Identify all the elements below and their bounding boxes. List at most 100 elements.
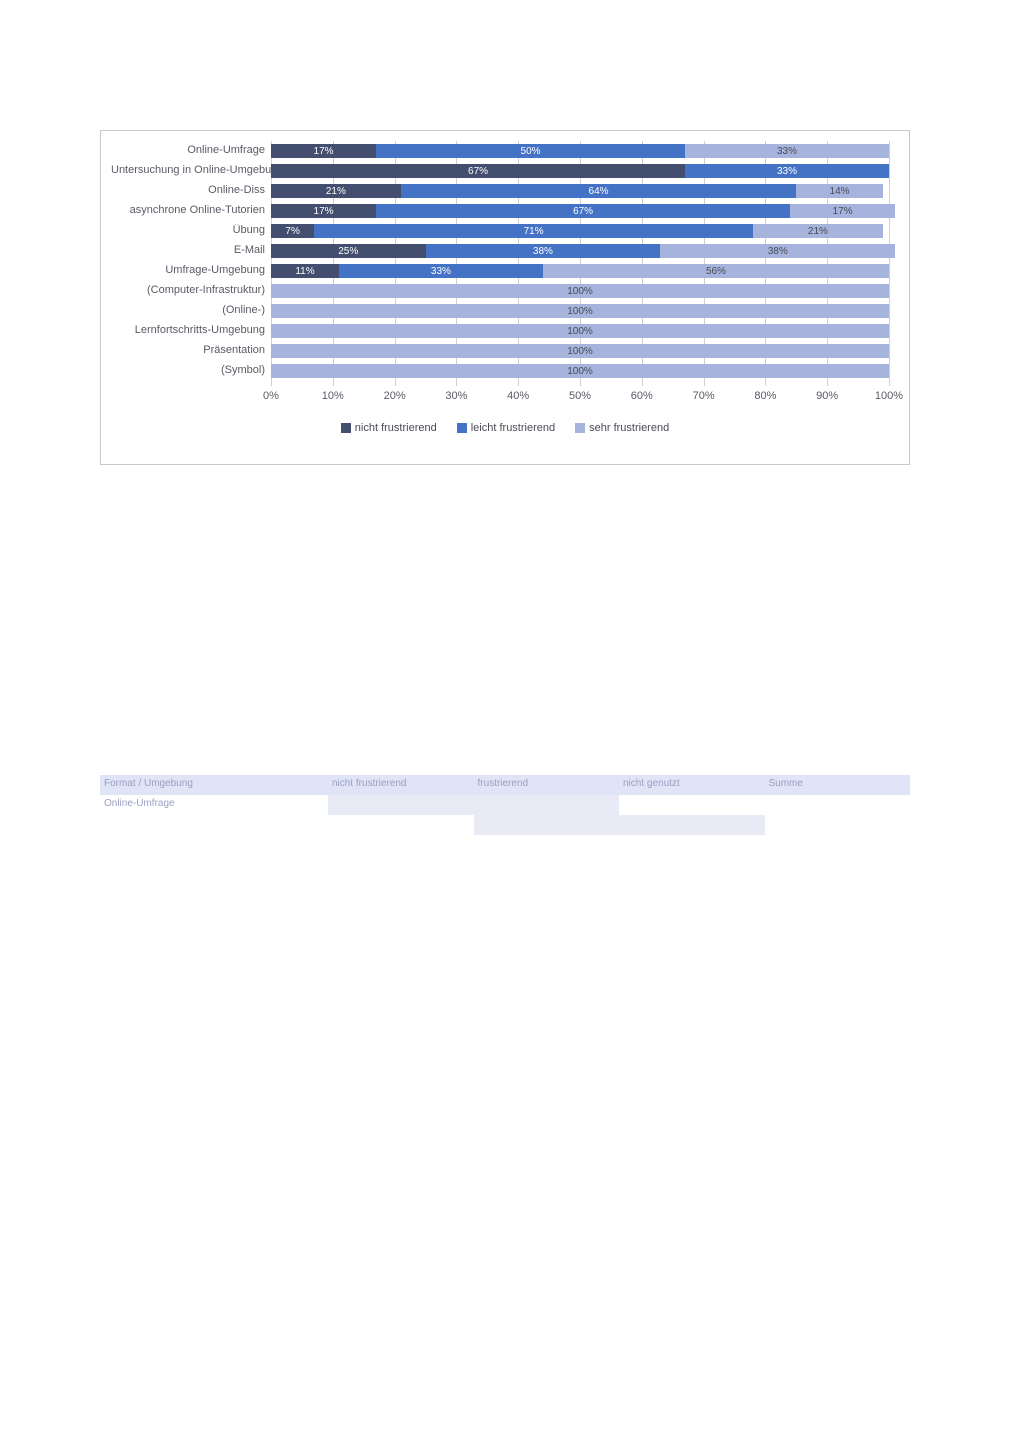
table-cell bbox=[765, 855, 911, 875]
table-cell bbox=[100, 815, 328, 835]
table-header-cell: nicht frustrierend bbox=[328, 775, 474, 795]
chart-row: Online-Diss21%64%14% bbox=[271, 184, 889, 198]
bar-segment: 38% bbox=[426, 244, 661, 258]
row-label: (Symbol) bbox=[111, 364, 271, 376]
table-cell bbox=[619, 795, 765, 815]
row-label: Online-Diss bbox=[111, 184, 271, 196]
row-label: Lernfortschritts-Umgebung bbox=[111, 324, 271, 336]
chart-row: (Computer-Infrastruktur)100% bbox=[271, 284, 889, 298]
legend-item: leicht frustrierend bbox=[457, 422, 555, 434]
x-tick-label: 20% bbox=[384, 390, 406, 402]
row-label: Online-Umfrage bbox=[111, 144, 271, 156]
bar-segment: 100% bbox=[271, 344, 889, 358]
bar-segment: 50% bbox=[376, 144, 685, 158]
bar-segment: 25% bbox=[271, 244, 426, 258]
bar-segment: 33% bbox=[339, 264, 543, 278]
x-axis: 0%10%20%30%40%50%60%70%80%90%100% bbox=[271, 386, 889, 416]
x-tick-label: 60% bbox=[631, 390, 653, 402]
x-tick-label: 90% bbox=[816, 390, 838, 402]
bar-segment: 100% bbox=[271, 284, 889, 298]
legend-label: nicht frustrierend bbox=[355, 422, 437, 434]
table-cell bbox=[619, 855, 765, 875]
table-cell bbox=[474, 835, 620, 855]
x-tick-label: 10% bbox=[322, 390, 344, 402]
table-row: Online-Umfrage bbox=[100, 795, 910, 815]
table-cell bbox=[100, 835, 328, 855]
chart-row: Präsentation100% bbox=[271, 344, 889, 358]
table-cell bbox=[328, 815, 474, 835]
legend-swatch bbox=[457, 423, 467, 433]
table-cell: Online-Umfrage bbox=[100, 795, 328, 815]
chart-row: (Online-)100% bbox=[271, 304, 889, 318]
bar-segment: 17% bbox=[271, 204, 376, 218]
chart-container: Online-Umfrage17%50%33%Untersuchung in O… bbox=[100, 130, 910, 465]
legend-item: sehr frustrierend bbox=[575, 422, 669, 434]
bar-segment: 100% bbox=[271, 304, 889, 318]
row-label: asynchrone Online-Tutorien bbox=[111, 204, 271, 216]
table-cell bbox=[765, 815, 911, 835]
table-cell bbox=[619, 835, 765, 855]
row-label: Untersuchung in Online-Umgebung bbox=[111, 164, 271, 176]
chart-row: (Symbol)100% bbox=[271, 364, 889, 378]
bar-segment: 17% bbox=[271, 144, 376, 158]
bar-segment: 56% bbox=[543, 264, 889, 278]
data-table: Format / Umgebungnicht frustrierendfrust… bbox=[100, 775, 910, 875]
table-cell bbox=[619, 815, 765, 835]
table-cell bbox=[765, 795, 911, 815]
legend-swatch bbox=[575, 423, 585, 433]
chart-row: asynchrone Online-Tutorien17%67%17% bbox=[271, 204, 889, 218]
bar-segment: 17% bbox=[790, 204, 895, 218]
table-cell bbox=[474, 855, 620, 875]
chart-row: Übung7%71%21% bbox=[271, 224, 889, 238]
bar-segment: 33% bbox=[685, 164, 889, 178]
x-tick-label: 30% bbox=[445, 390, 467, 402]
x-tick-label: 70% bbox=[693, 390, 715, 402]
table-header-row: Format / Umgebungnicht frustrierendfrust… bbox=[100, 775, 910, 795]
bar-segment: 100% bbox=[271, 364, 889, 378]
row-label: (Online-) bbox=[111, 304, 271, 316]
table-row bbox=[100, 855, 910, 875]
table-cell bbox=[100, 855, 328, 875]
row-label: E-Mail bbox=[111, 244, 271, 256]
bar-segment: 14% bbox=[796, 184, 883, 198]
row-label: Umfrage-Umgebung bbox=[111, 264, 271, 276]
bar-segment: 71% bbox=[314, 224, 753, 238]
bar-segment: 67% bbox=[271, 164, 685, 178]
table-cell bbox=[765, 835, 911, 855]
x-tick-label: 100% bbox=[875, 390, 903, 402]
x-tick-label: 50% bbox=[569, 390, 591, 402]
table-cell bbox=[328, 855, 474, 875]
legend: nicht frustrierend leicht frustrierend seh… bbox=[111, 416, 899, 444]
row-label: Präsentation bbox=[111, 344, 271, 356]
row-label: Übung bbox=[111, 224, 271, 236]
bar-segment: 21% bbox=[271, 184, 401, 198]
chart-row: Lernfortschritts-Umgebung100% bbox=[271, 324, 889, 338]
bar-segment: 64% bbox=[401, 184, 797, 198]
bar-segment: 11% bbox=[271, 264, 339, 278]
legend-label: leicht frustrierend bbox=[471, 422, 555, 434]
row-label: (Computer-Infrastruktur) bbox=[111, 284, 271, 296]
chart-plot-area: Online-Umfrage17%50%33% Untersuchung in O… bbox=[271, 141, 889, 386]
bar-segment: 100% bbox=[271, 324, 889, 338]
table-row bbox=[100, 815, 910, 835]
table-cell bbox=[474, 795, 620, 815]
bar-segment: 7% bbox=[271, 224, 314, 238]
gridline bbox=[889, 141, 890, 386]
bar-segment: 21% bbox=[753, 224, 883, 238]
x-tick-label: 80% bbox=[754, 390, 776, 402]
table-header-cell: Summe bbox=[765, 775, 911, 795]
x-tick-label: 0% bbox=[263, 390, 279, 402]
bar-segment: 33% bbox=[685, 144, 889, 158]
table-row bbox=[100, 835, 910, 855]
legend-item: nicht frustrierend bbox=[341, 422, 437, 434]
table-header-cell: Format / Umgebung bbox=[100, 775, 328, 795]
legend-label: sehr frustrierend bbox=[589, 422, 669, 434]
table-header-cell: frustrierend bbox=[474, 775, 620, 795]
table-cell bbox=[328, 835, 474, 855]
chart-row: Umfrage-Umgebung11%33%56% bbox=[271, 264, 889, 278]
chart-row: E-Mail25%38%38% bbox=[271, 244, 889, 258]
table-cell bbox=[328, 795, 474, 815]
x-tick-label: 40% bbox=[507, 390, 529, 402]
chart-row: Untersuchung in Online-Umgebung67%33% bbox=[271, 164, 889, 178]
chart-row: Online-Umfrage17%50%33% bbox=[271, 144, 889, 158]
